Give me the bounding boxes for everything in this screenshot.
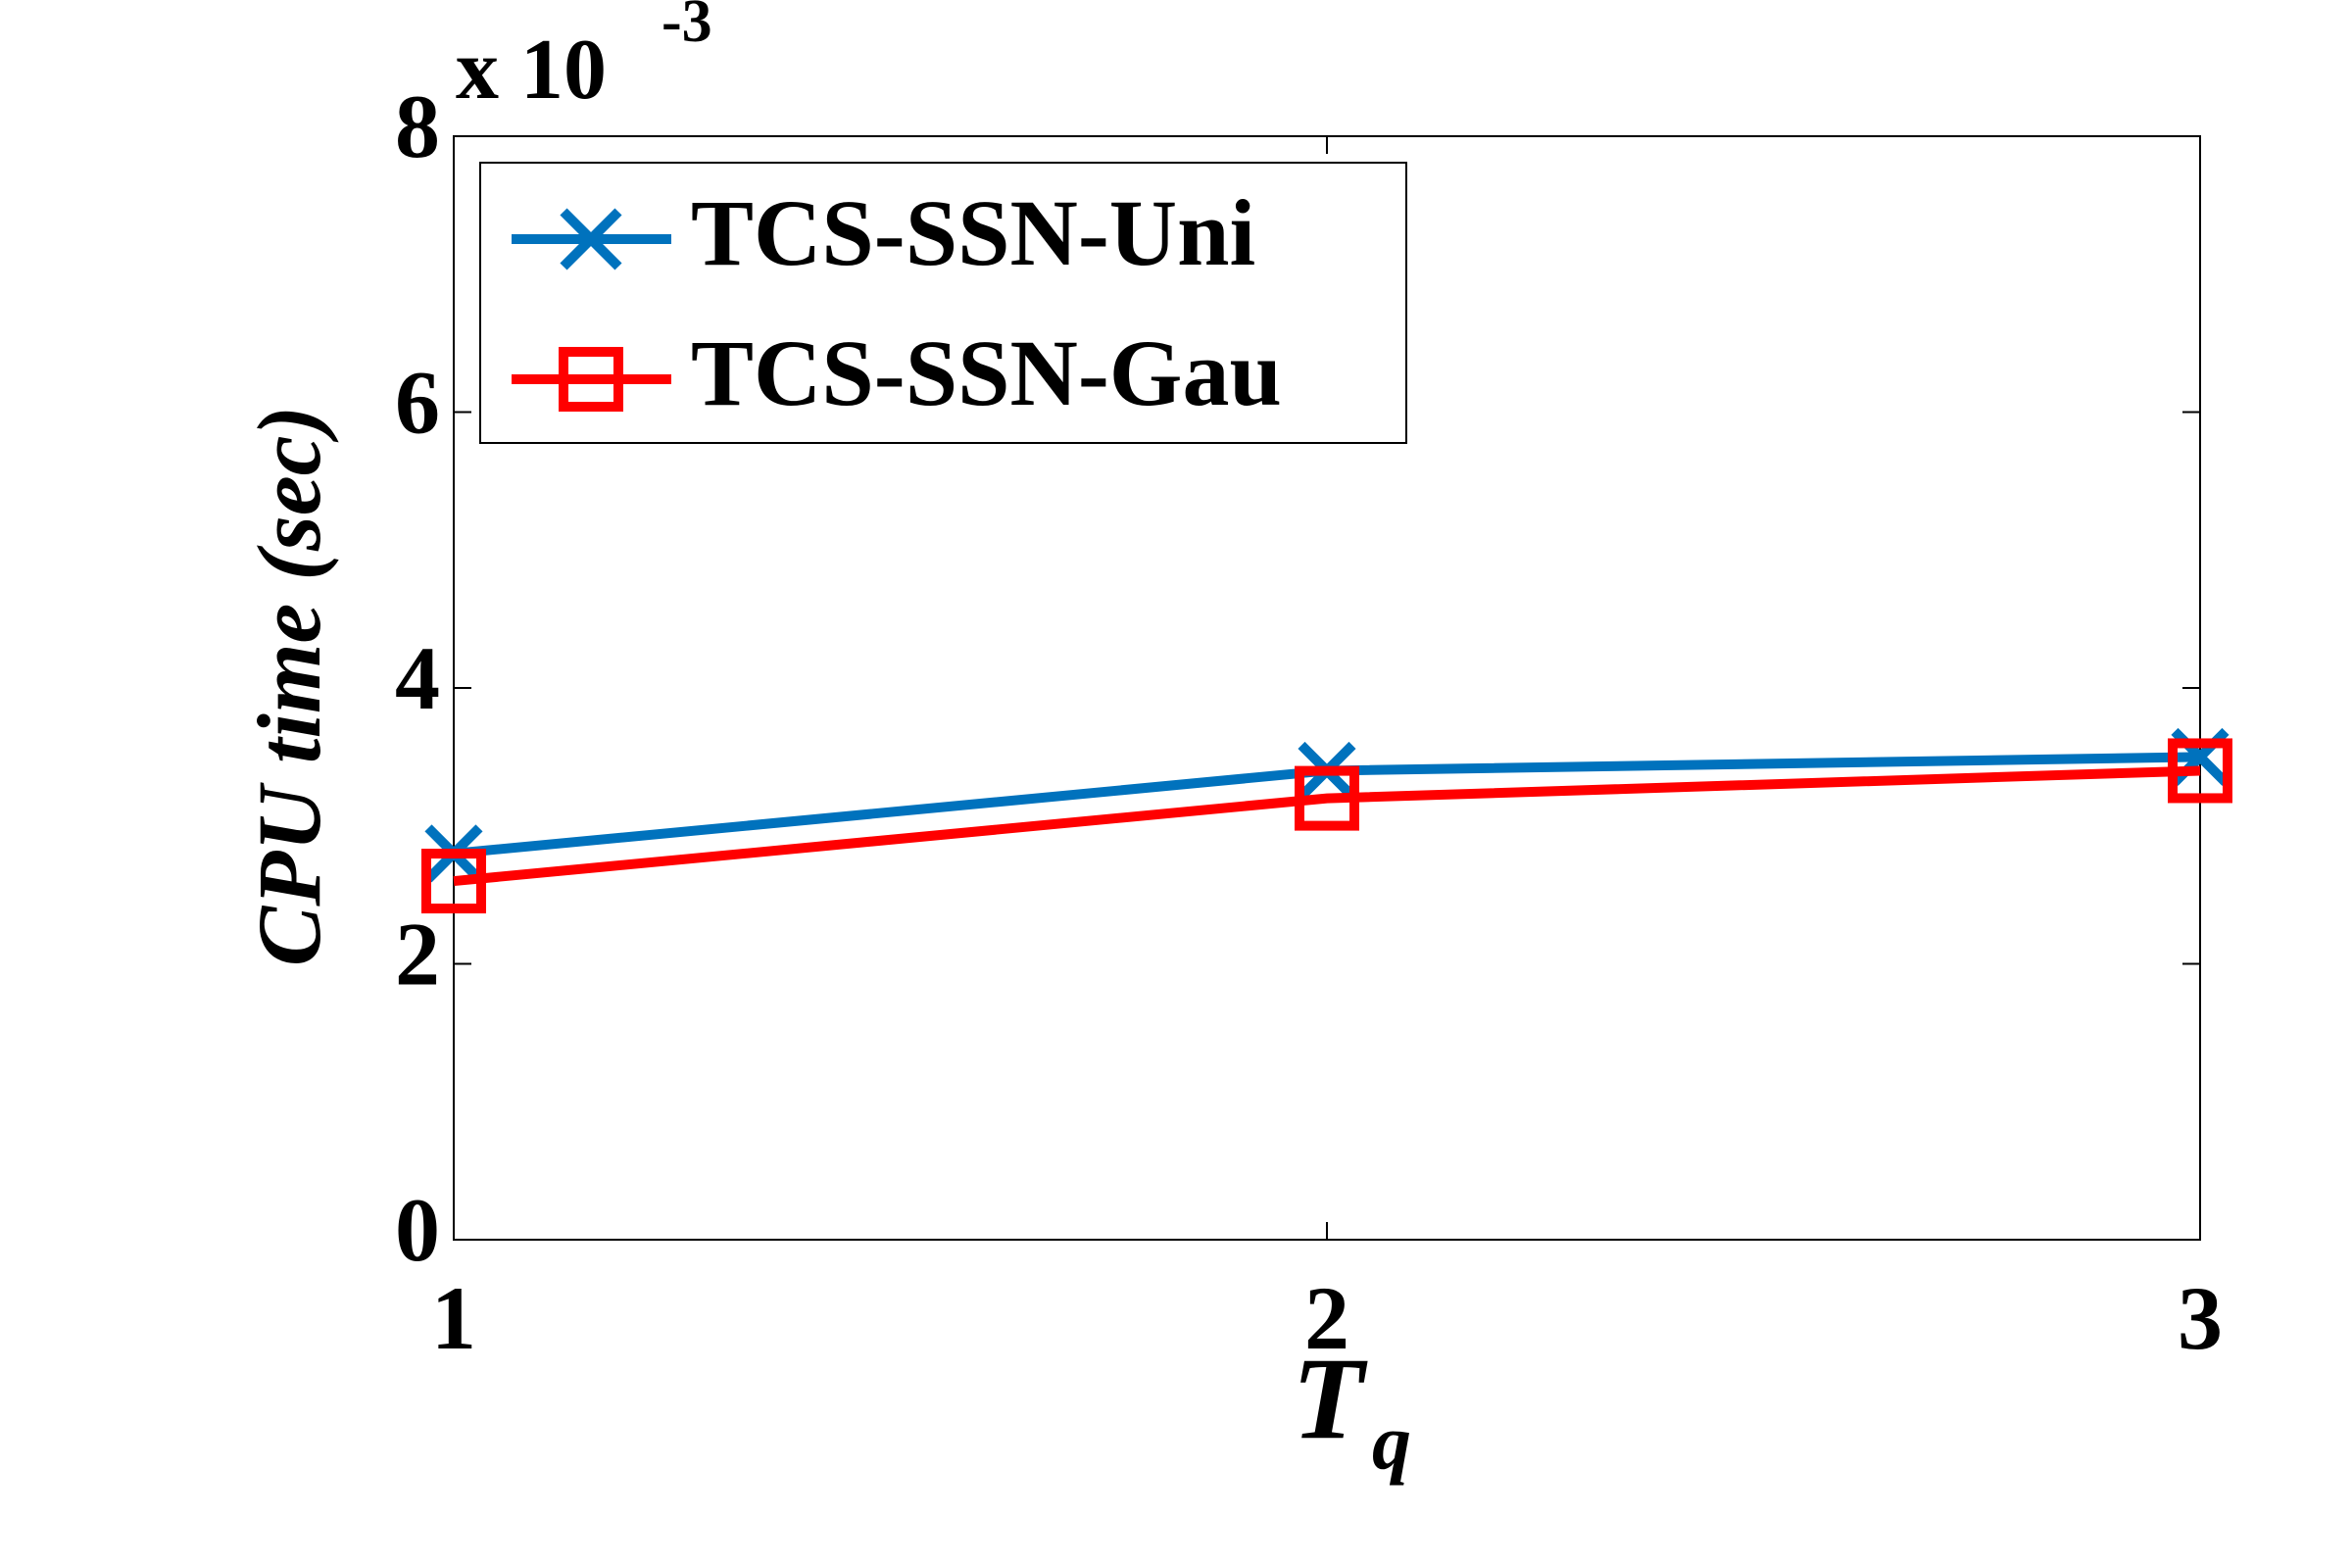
legend-box — [479, 162, 1407, 444]
x-axis-label: T — [1292, 1334, 1368, 1464]
series-line — [453, 765, 2201, 887]
x-tick-label: 1 — [431, 1268, 476, 1368]
y-multiplier: x 10 — [456, 23, 607, 118]
y-tick-label: 8 — [395, 76, 440, 176]
data-point — [2168, 738, 2232, 804]
y-tick-label: 2 — [395, 905, 440, 1004]
x-tick-label: 2 — [1304, 1268, 1349, 1368]
x-axis-label-subscript: q — [1372, 1399, 1411, 1486]
y-tick-label: 6 — [395, 353, 440, 453]
legend-label: TCS-SSN-Gau — [691, 320, 1282, 425]
data-point — [421, 849, 486, 914]
data-point — [1295, 765, 1359, 831]
y-axis-label: CPU time (sec) — [239, 406, 339, 966]
y-tick-label: 0 — [395, 1180, 440, 1280]
legend-marker — [560, 208, 622, 270]
y-tick-label: 4 — [395, 628, 440, 728]
y-multiplier-exponent: -3 — [662, 0, 712, 55]
x-tick-label: 3 — [2178, 1268, 2223, 1368]
legend-marker — [559, 347, 623, 412]
legend-label: TCS-SSN-Uni — [691, 180, 1255, 285]
